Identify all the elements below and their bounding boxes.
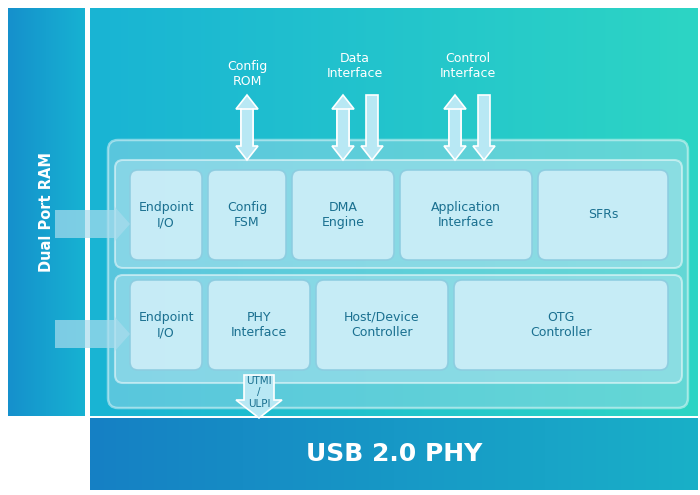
Text: Config
FSM: Config FSM <box>227 201 267 229</box>
FancyBboxPatch shape <box>292 170 394 260</box>
FancyBboxPatch shape <box>316 280 448 370</box>
Text: Config
ROM: Config ROM <box>227 60 267 88</box>
Text: Host/Device
Controller: Host/Device Controller <box>344 311 420 339</box>
Polygon shape <box>444 95 466 146</box>
Text: Data
Interface: Data Interface <box>327 52 383 80</box>
Polygon shape <box>361 95 383 160</box>
FancyBboxPatch shape <box>538 170 668 260</box>
Polygon shape <box>473 95 495 160</box>
Text: OTG
Controller: OTG Controller <box>531 311 592 339</box>
Text: Control
Interface: Control Interface <box>440 52 496 80</box>
FancyBboxPatch shape <box>108 140 688 408</box>
Polygon shape <box>332 109 354 160</box>
Text: Dual Port RAM: Dual Port RAM <box>39 152 54 272</box>
FancyBboxPatch shape <box>400 170 532 260</box>
FancyBboxPatch shape <box>130 280 202 370</box>
FancyBboxPatch shape <box>454 280 668 370</box>
Text: PHY
Interface: PHY Interface <box>231 311 287 339</box>
Text: USB 2.0 PHY: USB 2.0 PHY <box>306 442 482 466</box>
Polygon shape <box>236 375 282 418</box>
FancyBboxPatch shape <box>208 280 310 370</box>
Text: SFRs: SFRs <box>588 208 618 221</box>
FancyBboxPatch shape <box>130 170 202 260</box>
FancyBboxPatch shape <box>115 160 682 268</box>
Polygon shape <box>332 95 354 146</box>
Text: Application
Interface: Application Interface <box>431 201 501 229</box>
Text: UTMI
/
ULPI: UTMI / ULPI <box>246 376 272 409</box>
Polygon shape <box>55 316 130 352</box>
Polygon shape <box>236 109 258 160</box>
FancyBboxPatch shape <box>208 170 286 260</box>
FancyBboxPatch shape <box>115 275 682 383</box>
Polygon shape <box>236 95 258 146</box>
Polygon shape <box>444 109 466 160</box>
Polygon shape <box>55 206 130 242</box>
Text: Endpoint
I/O: Endpoint I/O <box>139 311 194 339</box>
Text: DMA
Engine: DMA Engine <box>321 201 365 229</box>
Text: Endpoint
I/O: Endpoint I/O <box>139 201 194 229</box>
